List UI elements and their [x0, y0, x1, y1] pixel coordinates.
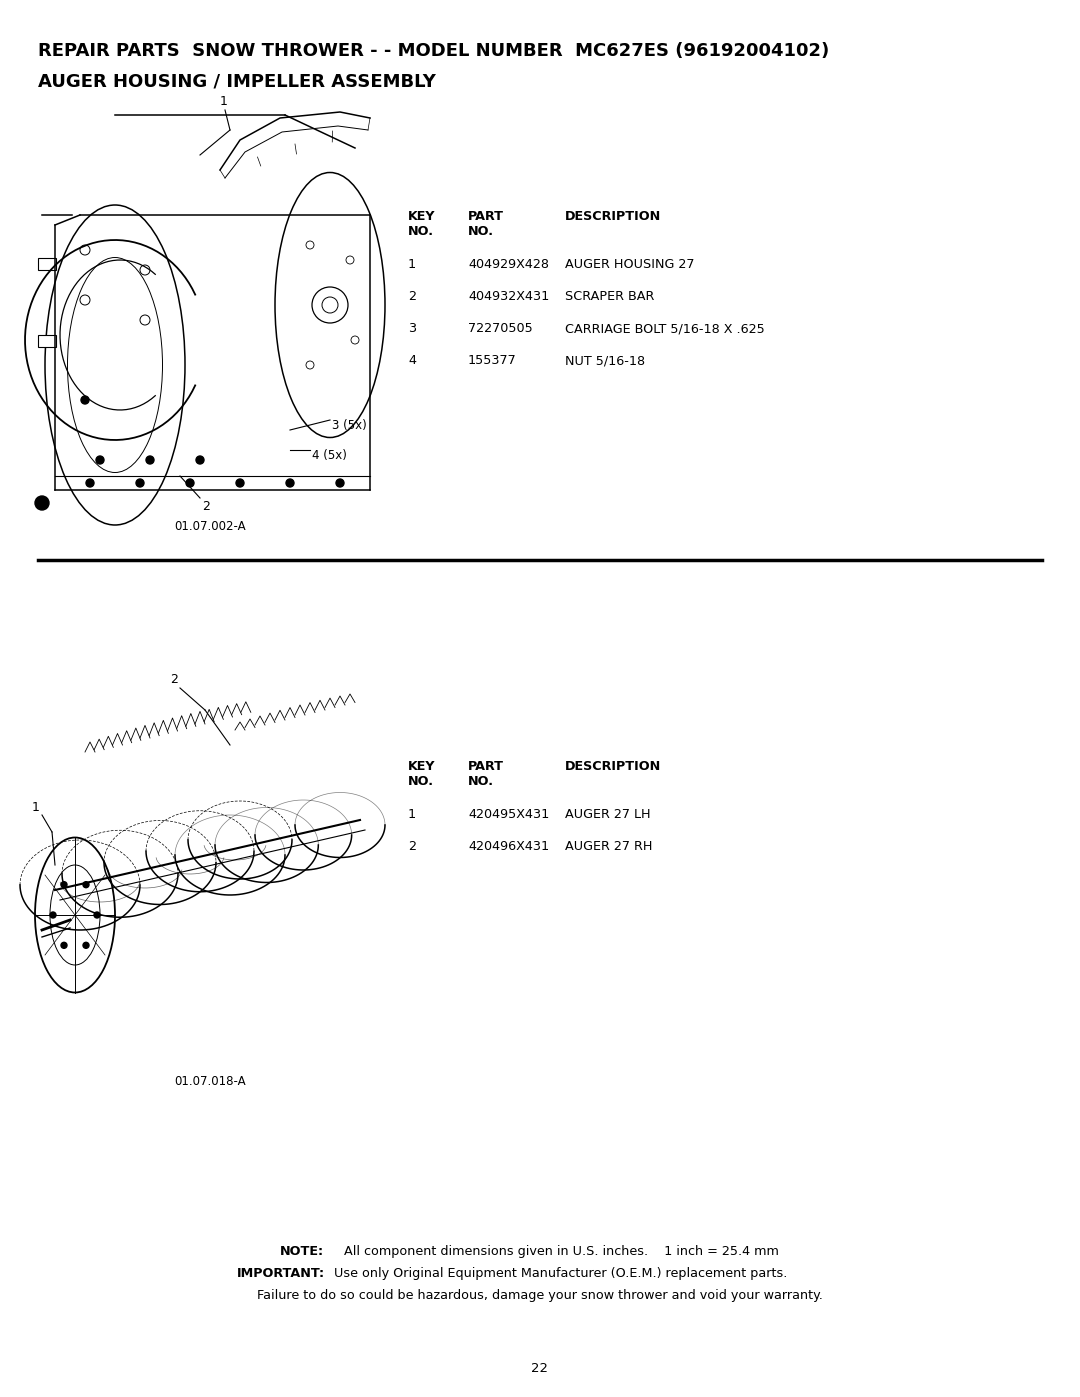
Circle shape	[186, 479, 194, 488]
Text: 22: 22	[531, 1362, 549, 1375]
Text: 2: 2	[408, 291, 416, 303]
FancyBboxPatch shape	[38, 258, 56, 270]
Circle shape	[35, 496, 49, 510]
Text: AUGER HOUSING 27: AUGER HOUSING 27	[565, 258, 694, 271]
Text: AUGER 27 RH: AUGER 27 RH	[565, 840, 652, 854]
Text: PART
NO.: PART NO.	[468, 210, 504, 237]
Text: 01.07.018-A: 01.07.018-A	[174, 1076, 246, 1088]
Text: Failure to do so could be hazardous, damage your snow thrower and void your warr: Failure to do so could be hazardous, dam…	[257, 1289, 823, 1302]
Text: 2: 2	[202, 500, 210, 513]
Text: AUGER HOUSING / IMPELLER ASSEMBLY: AUGER HOUSING / IMPELLER ASSEMBLY	[38, 73, 436, 89]
Text: SCRAPER BAR: SCRAPER BAR	[565, 291, 654, 303]
Text: 404932X431: 404932X431	[468, 291, 550, 303]
Text: 1: 1	[32, 800, 40, 814]
Circle shape	[86, 479, 94, 488]
Circle shape	[94, 912, 100, 918]
Text: 155377: 155377	[468, 353, 516, 367]
Circle shape	[96, 455, 104, 464]
Text: NOTE:: NOTE:	[280, 1245, 324, 1259]
Circle shape	[60, 943, 67, 949]
Text: KEY
NO.: KEY NO.	[408, 760, 435, 788]
Text: 1: 1	[408, 258, 416, 271]
Text: 4: 4	[408, 353, 416, 367]
Text: 420495X431: 420495X431	[468, 807, 550, 821]
Circle shape	[146, 455, 154, 464]
Text: 72270505: 72270505	[468, 321, 532, 335]
Circle shape	[60, 882, 67, 887]
Text: IMPORTANT:: IMPORTANT:	[237, 1267, 325, 1280]
Text: REPAIR PARTS  SNOW THROWER - - MODEL NUMBER  MC627ES (96192004102): REPAIR PARTS SNOW THROWER - - MODEL NUMB…	[38, 42, 829, 60]
Text: 4 (5x): 4 (5x)	[312, 448, 347, 462]
Circle shape	[136, 479, 144, 488]
Circle shape	[286, 479, 294, 488]
Text: 404929X428: 404929X428	[468, 258, 549, 271]
Circle shape	[83, 882, 89, 887]
Text: 2: 2	[171, 673, 178, 686]
Text: AUGER 27 LH: AUGER 27 LH	[565, 807, 650, 821]
Text: 01.07.002-A: 01.07.002-A	[174, 520, 246, 534]
Circle shape	[237, 479, 244, 488]
Text: 3: 3	[408, 321, 416, 335]
Text: CARRIAGE BOLT 5/16-18 X .625: CARRIAGE BOLT 5/16-18 X .625	[565, 321, 765, 335]
Text: NUT 5/16-18: NUT 5/16-18	[565, 353, 645, 367]
Text: 1: 1	[408, 807, 416, 821]
FancyBboxPatch shape	[38, 335, 56, 346]
Text: DESCRIPTION: DESCRIPTION	[565, 760, 661, 773]
Text: KEY
NO.: KEY NO.	[408, 210, 435, 237]
Circle shape	[50, 912, 56, 918]
Text: All component dimensions given in U.S. inches.    1 inch = 25.4 mm: All component dimensions given in U.S. i…	[340, 1245, 779, 1259]
Text: 1: 1	[220, 95, 228, 108]
Text: 2: 2	[408, 840, 416, 854]
Circle shape	[81, 395, 89, 404]
Text: 3 (5x): 3 (5x)	[332, 419, 367, 432]
Circle shape	[336, 479, 345, 488]
Circle shape	[195, 455, 204, 464]
Text: DESCRIPTION: DESCRIPTION	[565, 210, 661, 224]
Text: 420496X431: 420496X431	[468, 840, 549, 854]
Text: Use only Original Equipment Manufacturer (O.E.M.) replacement parts.: Use only Original Equipment Manufacturer…	[330, 1267, 787, 1280]
Circle shape	[83, 943, 89, 949]
Text: PART
NO.: PART NO.	[468, 760, 504, 788]
